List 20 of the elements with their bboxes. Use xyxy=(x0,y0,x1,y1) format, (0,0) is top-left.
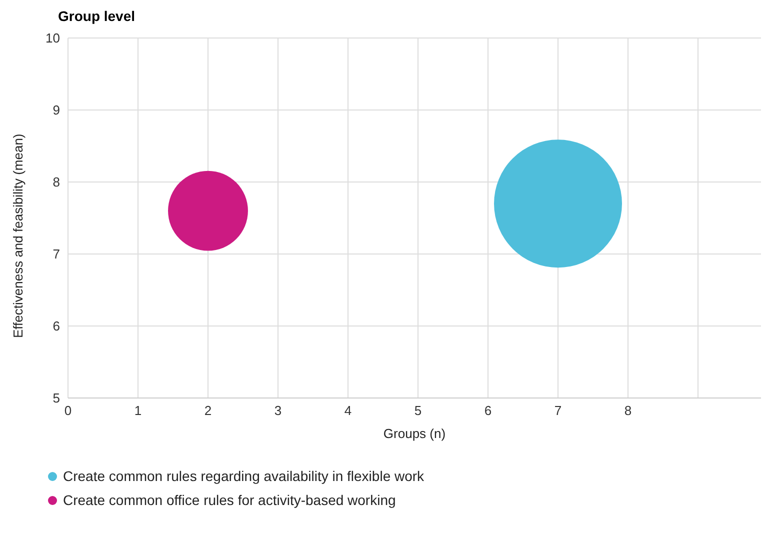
y-tick-label: 10 xyxy=(46,30,60,46)
x-tick-label: 1 xyxy=(134,403,142,418)
x-tick-label: 4 xyxy=(344,403,352,418)
y-tick-label: 9 xyxy=(52,102,60,118)
legend-label: Create common office rules for activity-based working xyxy=(63,492,396,508)
x-tick-label: 7 xyxy=(554,403,562,418)
y-tick-label: 6 xyxy=(52,318,60,334)
legend-label: Create common rules regarding availability in flexible work xyxy=(63,468,424,484)
chart-title: Group level xyxy=(57,8,136,26)
x-tick-label: 2 xyxy=(204,403,212,418)
x-tick-label: 6 xyxy=(484,403,492,418)
y-tick-label: 8 xyxy=(52,174,60,190)
x-axis-title: Groups (n) xyxy=(383,426,446,441)
x-tick-label: 5 xyxy=(414,403,422,418)
y-tick-label: 7 xyxy=(52,246,60,262)
x-tick-label: 3 xyxy=(274,403,282,418)
y-tick-label: 5 xyxy=(52,390,60,406)
x-tick-label: 8 xyxy=(624,403,632,418)
y-axis-title: Effectiveness and feasibility (mean) xyxy=(10,134,26,338)
x-tick-label: 0 xyxy=(64,403,72,418)
